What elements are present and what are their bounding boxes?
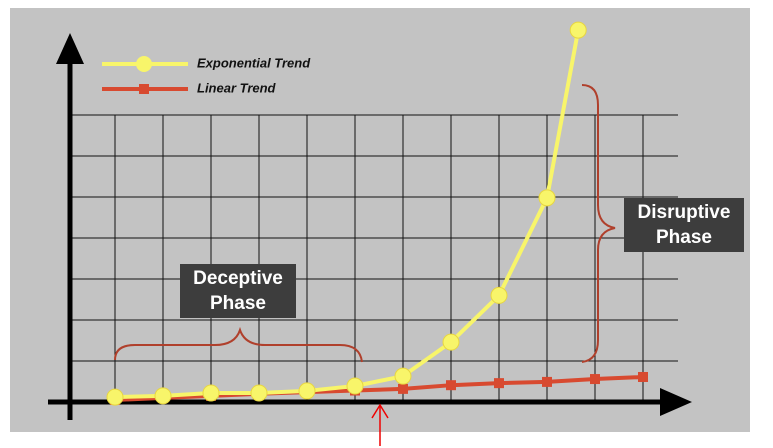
marker [298,382,316,400]
legend-marker [139,84,149,94]
marker [442,333,460,351]
marker [494,378,504,389]
legend-label: Linear Trend [197,80,277,95]
marker [250,384,268,402]
marker [106,388,124,406]
series [106,21,648,406]
marker [154,387,172,405]
disruptive-brace [581,84,616,363]
marker [394,367,412,385]
marker [398,383,408,394]
legend-label: Exponential Trend [197,55,311,70]
pointer-head [371,403,389,419]
marker [346,377,364,395]
marker [590,374,600,385]
marker [542,376,552,387]
annotation: Deceptive Phase [180,264,296,318]
legend: Exponential Trend Linear Trend [102,55,311,95]
marker [202,384,220,402]
y-axis-arrow [56,33,84,64]
deceptive-brace [114,326,363,363]
grid [70,114,678,402]
annotation: Disruptive Phase [624,198,744,252]
marker [446,380,456,391]
marker [490,286,508,304]
marker [569,21,587,39]
marker [538,189,556,207]
marker [638,371,648,382]
series-line [114,374,644,402]
x-axis-arrow [660,388,692,416]
legend-marker [136,56,152,72]
